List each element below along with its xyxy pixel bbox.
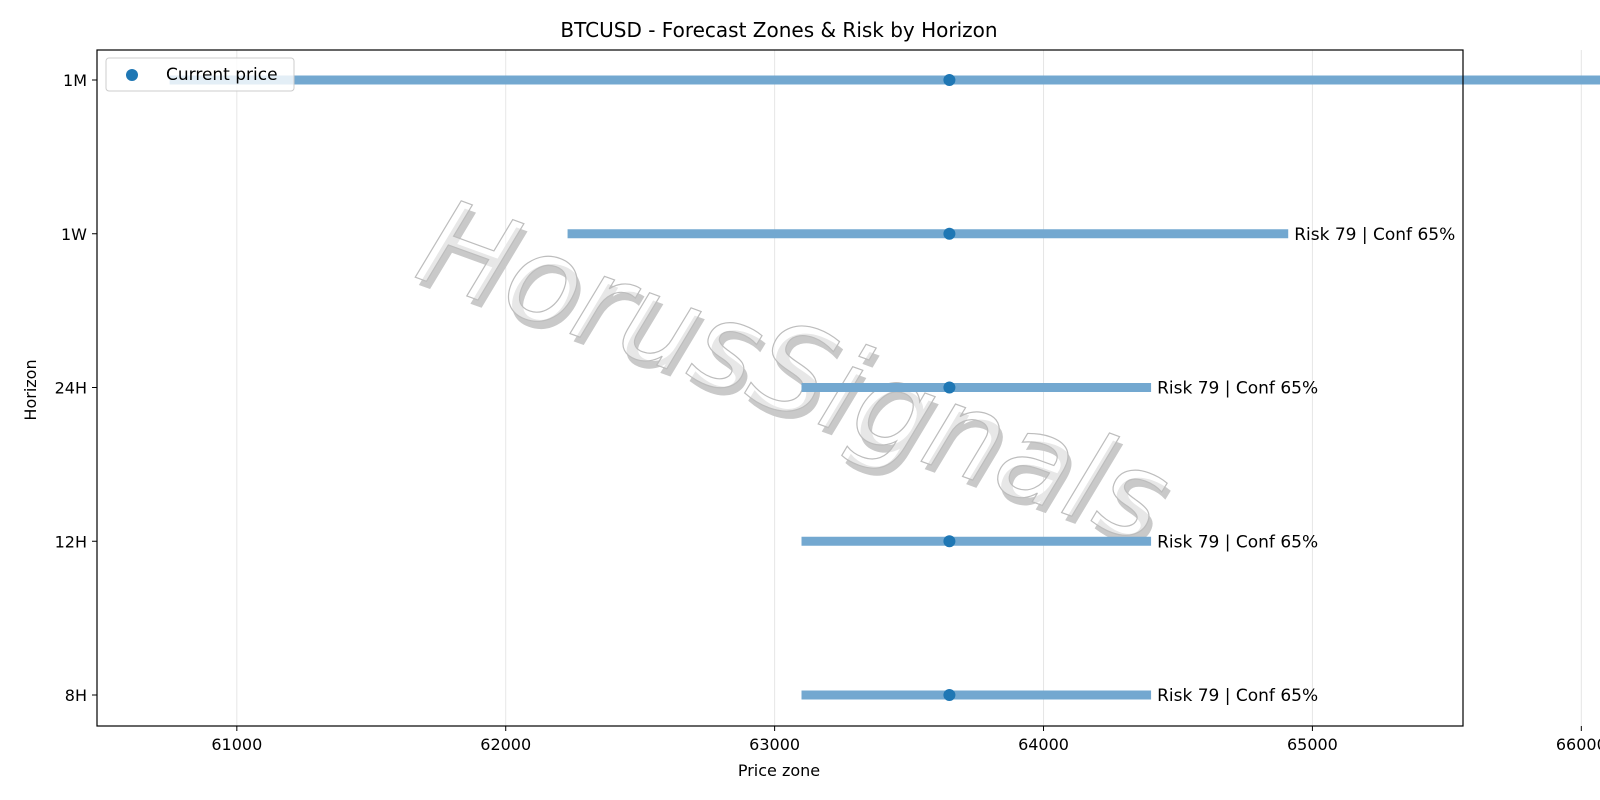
- chart-title: BTCUSD - Forecast Zones & Risk by Horizo…: [560, 18, 997, 42]
- x-tick-label: 65000: [1287, 735, 1338, 754]
- x-tick-label: 66000: [1556, 735, 1600, 754]
- x-tick-label: 64000: [1018, 735, 1069, 754]
- x-tick-label: 61000: [211, 735, 262, 754]
- y-tick-label-1m: 1M: [63, 71, 87, 90]
- annotation-8h: Risk 79 | Conf 65%: [1157, 686, 1318, 706]
- legend: Current price: [105, 57, 295, 92]
- legend-marker: [126, 69, 138, 81]
- x-axis-ticks: 61000 62000 63000 64000 65000 66000: [211, 726, 1600, 754]
- current-price-point-24h: [943, 381, 956, 394]
- x-tick-label: 63000: [749, 735, 800, 754]
- x-tick-label: 62000: [480, 735, 531, 754]
- annotation-1w: Risk 79 | Conf 65%: [1294, 225, 1455, 245]
- legend-box: [105, 57, 295, 92]
- current-price-point-1m: [943, 74, 956, 86]
- y-axis-label: Horizon: [21, 359, 40, 420]
- current-price-point-12h: [943, 535, 956, 548]
- current-price-points: [943, 74, 956, 701]
- x-axis-label: Price zone: [738, 761, 820, 780]
- x-gridlines: [236, 50, 1582, 726]
- current-price-point-8h: [943, 689, 956, 701]
- y-tick-label-12h: 12H: [55, 532, 87, 551]
- risk-annotations: Risk 79 | Conf 65% Risk 79 | Conf 65% Risk…: [1157, 225, 1455, 706]
- range-bars: [169, 75, 1600, 700]
- current-price-point-1w: [943, 227, 956, 240]
- annotation-24h: Risk 79 | Conf 65%: [1157, 379, 1318, 399]
- y-axis-ticks: 1M 1W 24H 12H 8H: [55, 71, 97, 705]
- annotation-12h: Risk 79 | Conf 65%: [1157, 532, 1318, 552]
- y-tick-label-24h: 24H: [55, 379, 87, 398]
- legend-label: Current price: [166, 65, 278, 85]
- y-tick-label-8h: 8H: [65, 686, 87, 705]
- y-tick-label-1w: 1W: [61, 225, 87, 244]
